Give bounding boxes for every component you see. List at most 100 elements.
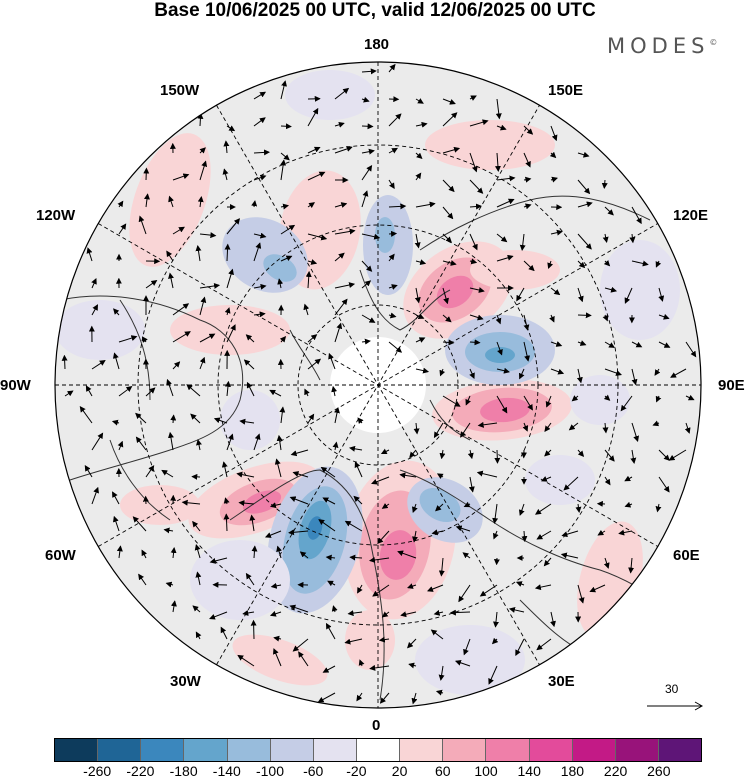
- wind-vector: [415, 337, 426, 343]
- wind-vector: [172, 331, 191, 343]
- wind-vector: [469, 339, 481, 346]
- wind-vector: [112, 352, 120, 370]
- wind-vector: [414, 233, 421, 249]
- wind-vector: [172, 173, 190, 181]
- wind-vector: [253, 433, 261, 451]
- wind-vector: [186, 384, 201, 397]
- wind-vector: [223, 513, 230, 532]
- anomaly-contour: [375, 217, 395, 253]
- wind-vector: [684, 422, 691, 434]
- wind-vector: [307, 146, 321, 154]
- wind-vector: [280, 159, 287, 181]
- lon-label-90w: 90W: [0, 377, 31, 394]
- colorbar-swatch: [270, 739, 314, 761]
- wind-vector: [407, 638, 417, 649]
- wind-vector: [411, 692, 418, 705]
- wind-vector: [568, 422, 579, 431]
- wind-vector: [469, 95, 477, 101]
- wind-vector: [91, 278, 97, 289]
- wind-vector: [112, 491, 120, 505]
- wind-vector: [334, 322, 343, 343]
- wind-vector: [307, 107, 319, 127]
- wind-vector: [199, 160, 208, 181]
- wind-vector: [442, 314, 452, 323]
- wind-vector: [550, 229, 563, 236]
- wind-vector: [85, 385, 93, 397]
- wind-vector: [414, 287, 421, 304]
- wind-vector: [496, 395, 508, 414]
- wind-vector: [494, 152, 501, 172]
- wind-vector: [430, 629, 444, 640]
- wind-vector: [438, 557, 445, 577]
- wind-vector: [292, 638, 309, 652]
- wind-vector: [381, 503, 390, 509]
- wind-vector: [469, 152, 478, 173]
- wind-vector: [415, 259, 427, 266]
- wind-vector: [523, 341, 531, 362]
- wind-vector: [322, 497, 336, 505]
- wind-vector: [388, 63, 396, 73]
- lon-label-120w: 120W: [36, 207, 76, 224]
- wind-vector: [493, 530, 499, 540]
- wind-vector: [604, 206, 614, 216]
- wind-vector: [463, 501, 471, 508]
- wind-vector: [408, 662, 417, 669]
- wind-vector: [433, 609, 444, 616]
- modes-logo: MODES©: [607, 34, 717, 58]
- wind-vector: [442, 395, 461, 407]
- wind-vector: [192, 605, 201, 613]
- wind-vector: [190, 413, 201, 424]
- wind-vector: [243, 359, 255, 370]
- wind-vector: [196, 439, 202, 451]
- wind-vector: [550, 368, 565, 375]
- colorbar-swatch: [486, 739, 530, 761]
- wind-vector: [449, 609, 471, 616]
- wind-vector: [280, 152, 290, 161]
- wind-vector: [523, 260, 535, 272]
- wind-vector: [523, 125, 534, 135]
- wind-vector: [220, 626, 228, 640]
- anomaly-contour: [419, 487, 461, 523]
- wind-vector: [415, 152, 423, 160]
- wind-vector: [658, 341, 671, 348]
- wind-vector: [372, 584, 390, 597]
- wind-vector: [435, 689, 444, 696]
- wind-vector: [488, 665, 498, 685]
- colorbar-tick-label: 60: [435, 763, 451, 779]
- wind-vector: [221, 461, 228, 478]
- wind-vector: [603, 394, 611, 401]
- anomaly-contour: [220, 390, 280, 450]
- wind-vector: [413, 422, 420, 435]
- wind-vector: [369, 664, 390, 671]
- wind-vector: [521, 530, 528, 543]
- lon-label-90e: 90E: [718, 377, 745, 394]
- wind-vector: [170, 546, 177, 559]
- wind-vector: [544, 449, 552, 457]
- wind-vector: [454, 659, 471, 667]
- wind-vector: [239, 418, 255, 425]
- wind-vector: [534, 584, 552, 591]
- wind-vector: [436, 473, 444, 480]
- wind-vector: [192, 520, 201, 532]
- wind-vector: [145, 387, 156, 397]
- wind-vector: [289, 496, 309, 505]
- colorbar-tick-label: -60: [303, 763, 324, 779]
- wind-vector: [253, 91, 267, 100]
- wind-vector: [577, 287, 584, 303]
- wind-vector: [361, 190, 369, 208]
- colorbar-swatch: [443, 739, 487, 761]
- colorbar-swatch: [184, 739, 228, 761]
- lon-label-150w: 150W: [160, 82, 200, 99]
- wind-vector: [168, 195, 174, 208]
- wind-vector: [290, 449, 309, 457]
- wind-vector: [631, 422, 640, 443]
- wind-vector: [604, 476, 611, 486]
- lon-label-60w: 60W: [45, 547, 76, 564]
- wind-vector: [141, 549, 148, 559]
- wind-vector: [253, 311, 266, 318]
- wind-vector: [135, 436, 147, 451]
- brand-text: MODES: [607, 34, 710, 58]
- wind-vector: [224, 380, 231, 397]
- colorbar-tick-label: 220: [603, 763, 628, 779]
- coastline: [59, 295, 244, 481]
